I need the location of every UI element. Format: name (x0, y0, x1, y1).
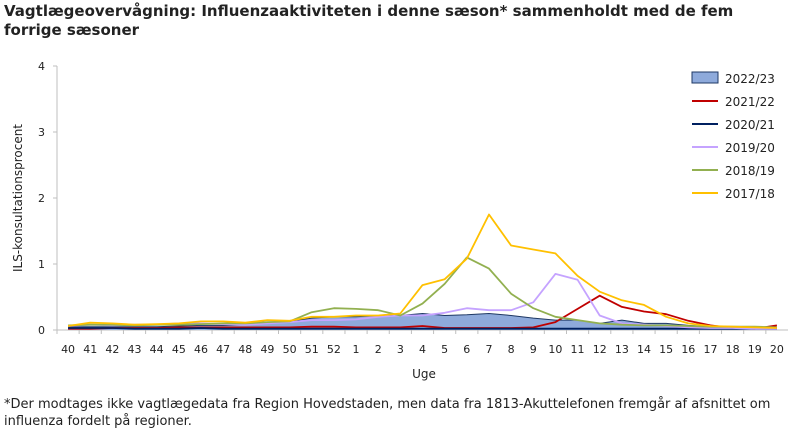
x-tick-label: 48 (238, 343, 252, 356)
series-line-2017-18 (67, 213, 777, 329)
x-tick-label: 41 (83, 343, 97, 356)
x-tick-label: 45 (172, 343, 186, 356)
legend-label: 2022/23 (725, 72, 775, 86)
y-tick-label: 1 (38, 258, 45, 271)
legend-label: 2019/20 (725, 141, 775, 155)
x-tick-label: 52 (327, 343, 341, 356)
x-tick-label: 19 (748, 343, 762, 356)
y-tick-label: 3 (38, 126, 45, 139)
x-tick-label: 8 (508, 343, 515, 356)
x-tick-label: 51 (305, 343, 319, 356)
x-tick-label: 2 (375, 343, 382, 356)
x-tick-label: 47 (216, 343, 230, 356)
x-tick-label: 5 (441, 343, 448, 356)
x-tick-label: 1 (353, 343, 360, 356)
x-tick-label: 16 (681, 343, 695, 356)
footnote: *Der modtages ikke vagtlægedata fra Regi… (4, 397, 771, 429)
x-tick-label: 42 (105, 343, 119, 356)
x-tick-label: 49 (260, 343, 274, 356)
x-tick-label: 50 (283, 343, 297, 356)
x-tick-label: 11 (571, 343, 585, 356)
x-tick-label: 3 (397, 343, 404, 356)
x-axis-label: Uge (412, 367, 436, 381)
legend-label: 2020/21 (725, 118, 775, 132)
x-tick-label: 14 (637, 343, 651, 356)
series-area-2022-23 (68, 313, 777, 330)
x-tick-label: 7 (485, 343, 492, 356)
x-tick-label: 43 (128, 343, 142, 356)
y-axis-label: ILS-konsultationsprocent (11, 124, 25, 272)
y-tick-label: 2 (38, 192, 45, 205)
series-line-2018-19 (68, 256, 777, 329)
plot-area (67, 213, 778, 330)
legend-label: 2018/19 (725, 164, 775, 178)
x-tick-label: 40 (61, 343, 75, 356)
legend-swatch-2022-23 (691, 71, 719, 84)
x-tick-label: 4 (419, 343, 426, 356)
x-tick-label: 15 (659, 343, 673, 356)
legend: 2022/23 2021/22 2020/21 2019/20 2018/19 2017/… (691, 71, 775, 201)
x-tick-label: 13 (615, 343, 629, 356)
x-tick-label: 10 (548, 343, 562, 356)
legend-label: 2021/22 (725, 95, 775, 109)
x-tick-label: 18 (726, 343, 740, 356)
x-tick-label: 46 (194, 343, 208, 356)
x-tick-label: 17 (703, 343, 717, 356)
series-line-2020-21 (68, 327, 777, 330)
legend-label: 2017/18 (725, 187, 775, 201)
y-tick-label: 4 (38, 60, 45, 73)
y-tick-label: 0 (38, 324, 45, 337)
x-tick-label: 9 (530, 343, 537, 356)
x-tick-label: 20 (770, 343, 784, 356)
series-line-2022-23 (68, 312, 777, 328)
chart-title: Vagtlægeovervågning: Influenzaaktivitete… (4, 2, 734, 39)
x-tick-label: 6 (463, 343, 470, 356)
x-tick-label: 12 (593, 343, 607, 356)
x-tick-label: 44 (150, 343, 164, 356)
